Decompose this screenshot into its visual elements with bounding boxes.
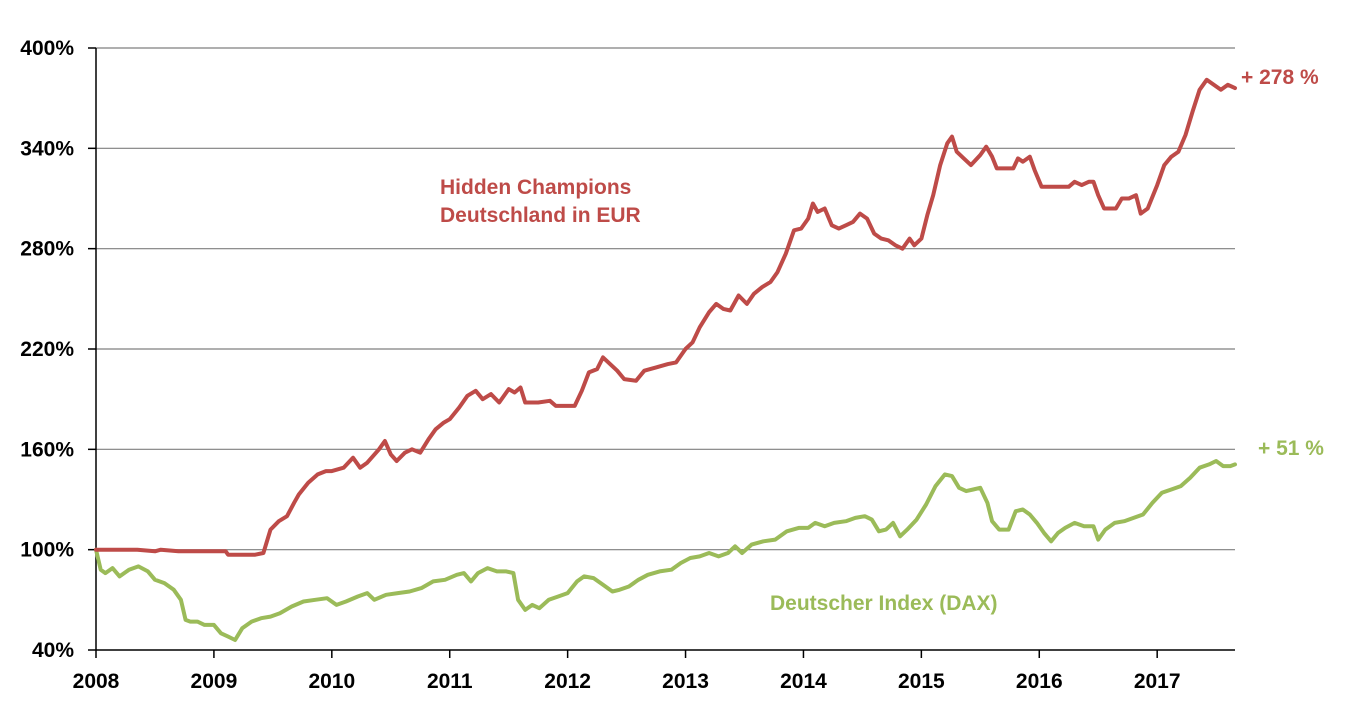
hidden-champions-annotation: Hidden Champions Deutschland in EUR: [440, 176, 641, 227]
x-axis-tick-labels: 2008 2009 2010 2011 2012 2013 2014 2015 2016 2017: [73, 650, 1181, 693]
y-tick-label: 340%: [20, 137, 74, 160]
x-tick-label: 2011: [427, 670, 473, 693]
x-tick-label: 2013: [662, 670, 709, 693]
x-tick-label: 2010: [308, 670, 355, 693]
x-tick-label: 2016: [1016, 670, 1063, 693]
y-tick-label: 280%: [20, 238, 74, 261]
y-tick-label: 100%: [20, 539, 74, 562]
x-tick-label: 2012: [544, 670, 591, 693]
dax-annotation-line-1: Deutscher Index (DAX): [770, 592, 998, 615]
dax-line: [94, 459, 1237, 642]
y-tick-label: 220%: [20, 338, 74, 361]
y-tick-label: 400%: [20, 37, 74, 60]
hidden-champions-line: [94, 77, 1237, 557]
series-lines: [94, 77, 1237, 642]
y-tick-label: 40%: [32, 639, 74, 662]
hidden-champions-annotation-line-2: Deutschland in EUR: [440, 204, 641, 227]
x-tick-label: 2015: [898, 670, 945, 693]
gridlines: [88, 47, 1235, 651]
hidden-champions-annotation-line-1: Hidden Champions: [440, 176, 631, 199]
y-tick-label: 160%: [20, 438, 74, 461]
x-tick-label: 2009: [191, 670, 238, 693]
x-tick-label: 2017: [1134, 670, 1181, 693]
y-axis-tick-labels: 40% 100% 160% 220% 280% 340% 400%: [20, 37, 74, 662]
dax-annotation: Deutscher Index (DAX): [770, 592, 998, 615]
x-tick-label: 2008: [73, 670, 120, 693]
hidden-champions-end-label: + 278 %: [1241, 66, 1319, 89]
dax-end-label: + 51 %: [1258, 437, 1324, 460]
x-tick-label: 2014: [780, 670, 827, 693]
